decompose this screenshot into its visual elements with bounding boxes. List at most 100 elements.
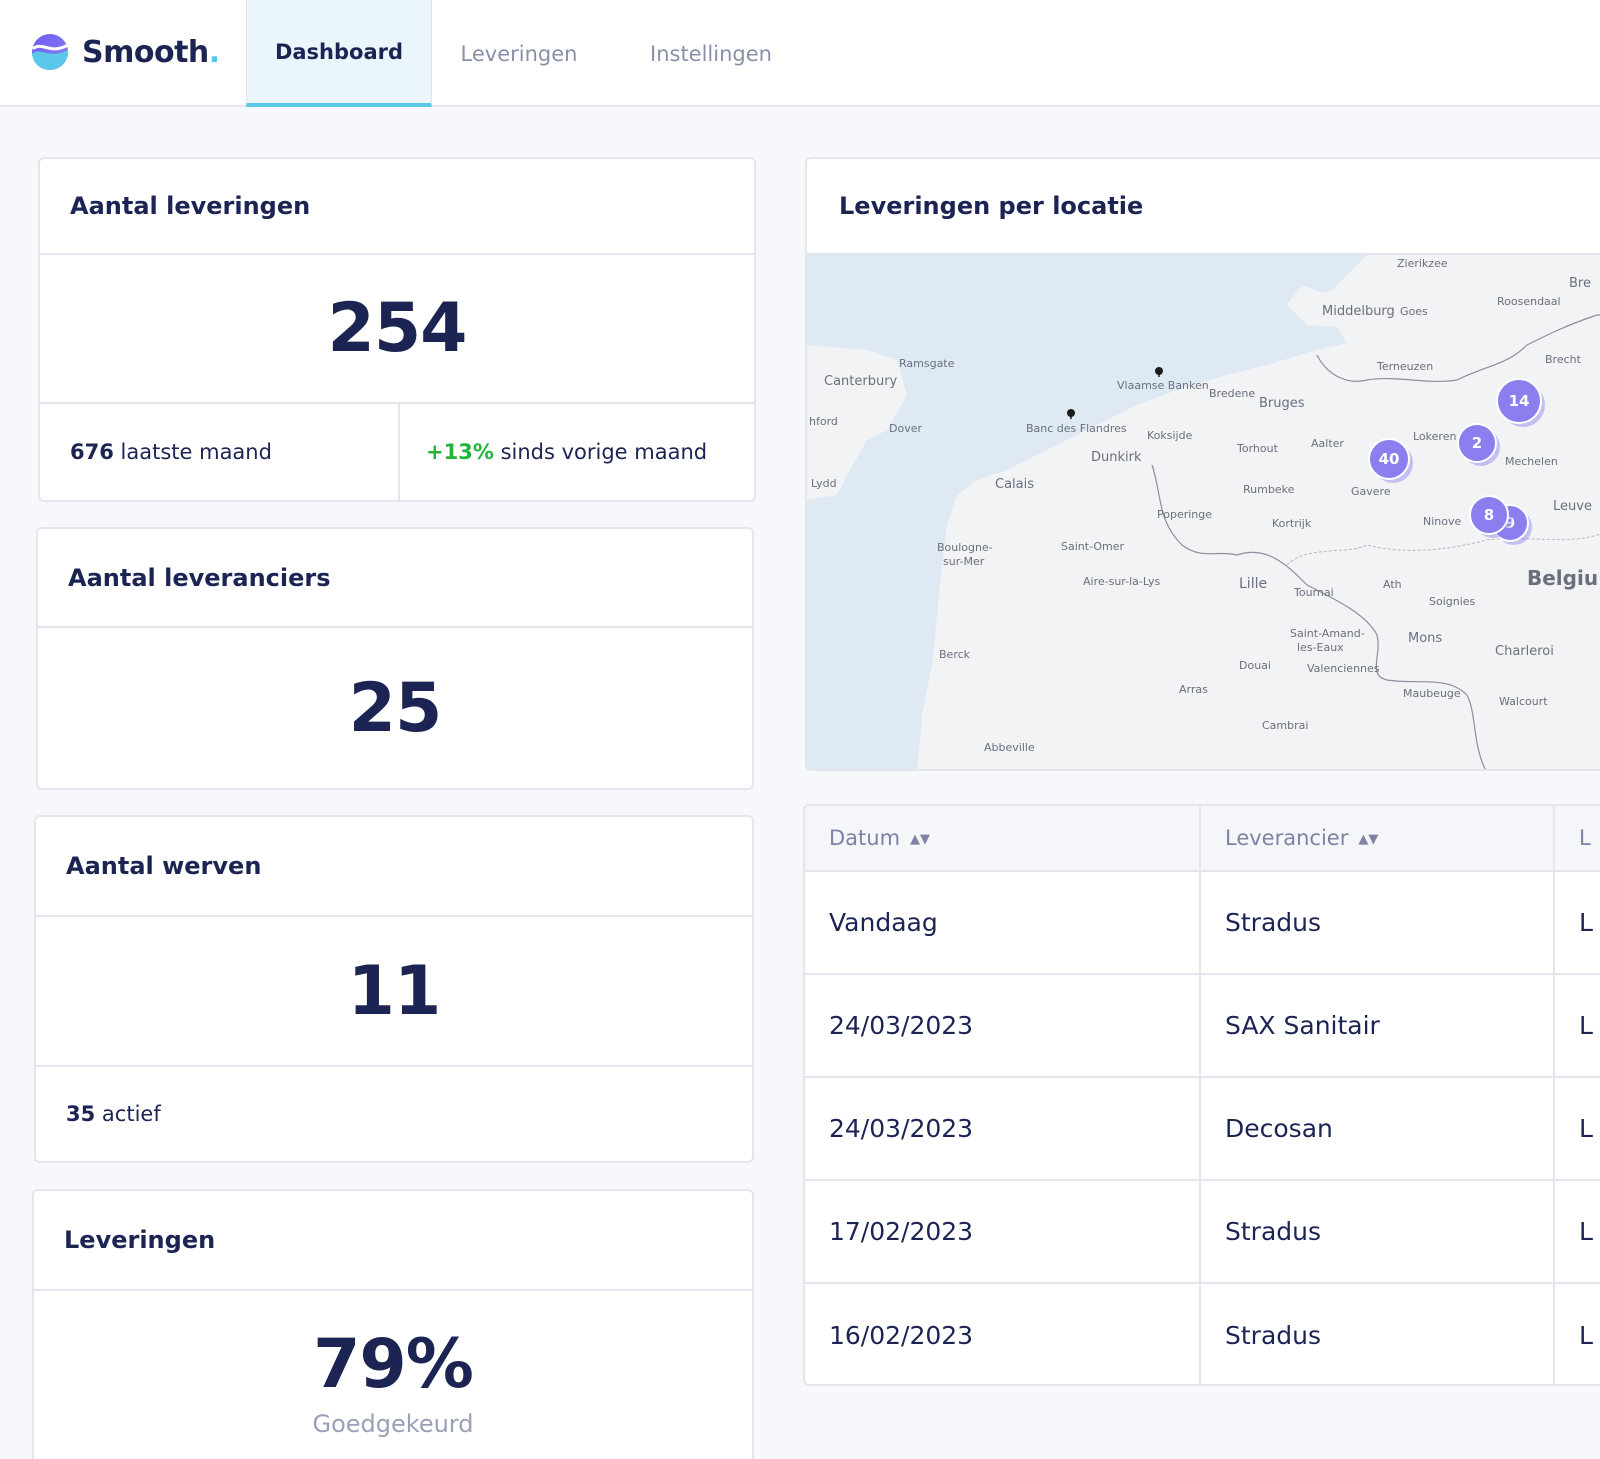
map-cluster-marker[interactable]: 8	[1469, 495, 1512, 538]
change-label: sinds vorige maand	[500, 440, 708, 464]
active-sites-stat: 35 actief	[36, 1065, 752, 1161]
map-place-label: Saint-Amand-	[1290, 627, 1365, 640]
map-place-label: Dunkirk	[1091, 450, 1142, 465]
sites-count-value: 11	[347, 951, 442, 1031]
brand-name: Smooth.	[82, 34, 220, 70]
map-marker-vlaamse-banken[interactable]	[1155, 367, 1163, 377]
map-place-label: Poperinge	[1157, 508, 1212, 521]
map-cluster-marker[interactable]: 40	[1368, 438, 1413, 483]
map-place-label: Cambrai	[1262, 719, 1308, 732]
map-place-label: Charleroi	[1495, 644, 1554, 659]
column-header-truncated[interactable]: L	[1554, 806, 1600, 872]
table-row[interactable]: 24/03/2023 Decosan L	[805, 1077, 1600, 1181]
table-header-row: Datum ▲▼ Leverancier ▲▼ L	[805, 806, 1600, 872]
cell-supplier: Stradus	[1200, 871, 1555, 975]
card-title: Leveringen per locatie	[807, 159, 1600, 255]
last-month-label: laatste maand	[120, 440, 272, 464]
map-marker-banc-des-flandres[interactable]	[1067, 409, 1075, 419]
map-place-label: Lille	[1239, 576, 1267, 592]
map-place-label: Maubeuge	[1403, 687, 1461, 700]
last-month-stat: 676 laatste maand	[40, 404, 398, 500]
sites-count-card: Aantal werven 11 35 actief	[34, 815, 754, 1163]
map-place-label: Bruges	[1259, 396, 1305, 411]
map-cluster-marker[interactable]: 14	[1496, 378, 1545, 427]
table-row[interactable]: 24/03/2023 SAX Sanitair L	[805, 974, 1600, 1078]
cluster-count: 8	[1484, 506, 1494, 524]
deliveries-table: Datum ▲▼ Leverancier ▲▼ L Vandaag Stradus …	[803, 804, 1600, 1386]
table-row[interactable]: 17/02/2023 Stradus L	[805, 1180, 1600, 1284]
change-stat: +13% sinds vorige maand	[398, 404, 754, 500]
map-place-label: Bre	[1569, 276, 1591, 291]
cluster-count: 14	[1509, 392, 1530, 410]
map-place-label: Dover	[889, 422, 922, 435]
card-title: Aantal leveringen	[40, 159, 754, 255]
cluster-count: 40	[1379, 450, 1400, 468]
language-border	[1286, 533, 1600, 566]
cell-date: 17/02/2023	[805, 1180, 1201, 1284]
map-place-label: Belgiu	[1527, 566, 1598, 590]
map-cluster-marker[interactable]: 2	[1457, 423, 1500, 466]
tab-leveringen[interactable]: Leveringen	[460, 41, 578, 66]
cell-date: Vandaag	[805, 871, 1201, 975]
map-place-label: Terneuzen	[1376, 360, 1433, 373]
map-place-label: Roosendaal	[1497, 295, 1561, 308]
map-place-label: Mechelen	[1505, 455, 1558, 468]
tab-instellingen[interactable]: Instellingen	[650, 41, 772, 66]
map-place-label: Vlaamse Banken	[1117, 379, 1209, 392]
uk-landmass	[807, 345, 907, 500]
last-month-count: 676	[70, 440, 114, 464]
cell-truncated: L	[1554, 1180, 1600, 1284]
card-title: Aantal leveranciers	[38, 529, 752, 628]
map-place-label: hford	[809, 415, 838, 428]
map-place-label: Ninove	[1423, 515, 1461, 528]
map-canvas[interactable]: Zierikzee Middelburg Goes Roosendaal Bre Brec…	[807, 255, 1600, 771]
sort-icon[interactable]: ▲▼	[910, 831, 931, 847]
map-place-label: Torhout	[1236, 442, 1279, 455]
map-place-label: Abbeville	[984, 741, 1035, 754]
column-header-leverancier[interactable]: Leverancier ▲▼	[1200, 806, 1555, 872]
sort-icon[interactable]: ▲▼	[1358, 831, 1379, 847]
zeeland-island	[1307, 285, 1407, 320]
table-row[interactable]: 16/02/2023 Stradus L	[805, 1283, 1600, 1384]
map-place-label: Boulogne-	[937, 541, 993, 554]
map-place-label: Mons	[1408, 631, 1442, 646]
map-place-label: Brecht	[1545, 353, 1582, 366]
schouwen-island	[1367, 255, 1457, 277]
approval-rate-value: 79%	[313, 1325, 474, 1404]
map-place-label: Zierikzee	[1397, 257, 1448, 270]
column-header-datum[interactable]: Datum ▲▼	[805, 806, 1201, 872]
tab-dashboard[interactable]: Dashboard	[246, 0, 432, 107]
map-place-label: Lokeren	[1413, 430, 1456, 443]
map-place-label: Rumbeke	[1243, 483, 1295, 496]
cell-truncated: L	[1554, 974, 1600, 1078]
cell-supplier: Stradus	[1200, 1283, 1555, 1384]
cluster-count: 2	[1472, 434, 1482, 452]
active-count: 35	[66, 1102, 96, 1126]
cell-supplier: SAX Sanitair	[1200, 974, 1555, 1078]
map-clusters[interactable]: 14 2 40 98	[1368, 378, 1545, 545]
cell-truncated: L	[1554, 1283, 1600, 1384]
brand-logo[interactable]: Smooth.	[30, 30, 220, 74]
table-row[interactable]: Vandaag Stradus L	[805, 871, 1600, 975]
nl-be-border	[1316, 314, 1600, 383]
approval-rate-card: Leveringen 79% Goedgekeurd	[32, 1189, 754, 1459]
map-place-label: Arras	[1179, 683, 1208, 696]
location-map[interactable]: Zierikzee Middelburg Goes Roosendaal Bre Brec…	[807, 255, 1600, 771]
cell-supplier: Stradus	[1200, 1180, 1555, 1284]
card-title: Aantal werven	[36, 817, 752, 917]
card-title: Leveringen	[34, 1191, 752, 1291]
map-place-label: Goes	[1400, 305, 1428, 318]
map-labels: Zierikzee Middelburg Goes Roosendaal Bre Brec…	[809, 257, 1598, 754]
map-place-label: Leuve	[1553, 499, 1592, 514]
map-place-label: Canterbury	[824, 374, 898, 389]
map-place-label: Aire-sur-la-Lys	[1083, 575, 1160, 588]
map-place-label: sur-Mer	[943, 555, 985, 568]
map-place-label: Koksijde	[1147, 429, 1193, 442]
wave-logo-icon	[32, 34, 68, 70]
map-place-label: Kortrijk	[1272, 517, 1312, 530]
cell-supplier: Decosan	[1200, 1077, 1555, 1181]
suppliers-count-value: 25	[348, 668, 443, 748]
map-place-label: Ath	[1383, 578, 1402, 591]
map-place-label: Walcourt	[1499, 695, 1548, 708]
active-label: actief	[101, 1102, 161, 1126]
